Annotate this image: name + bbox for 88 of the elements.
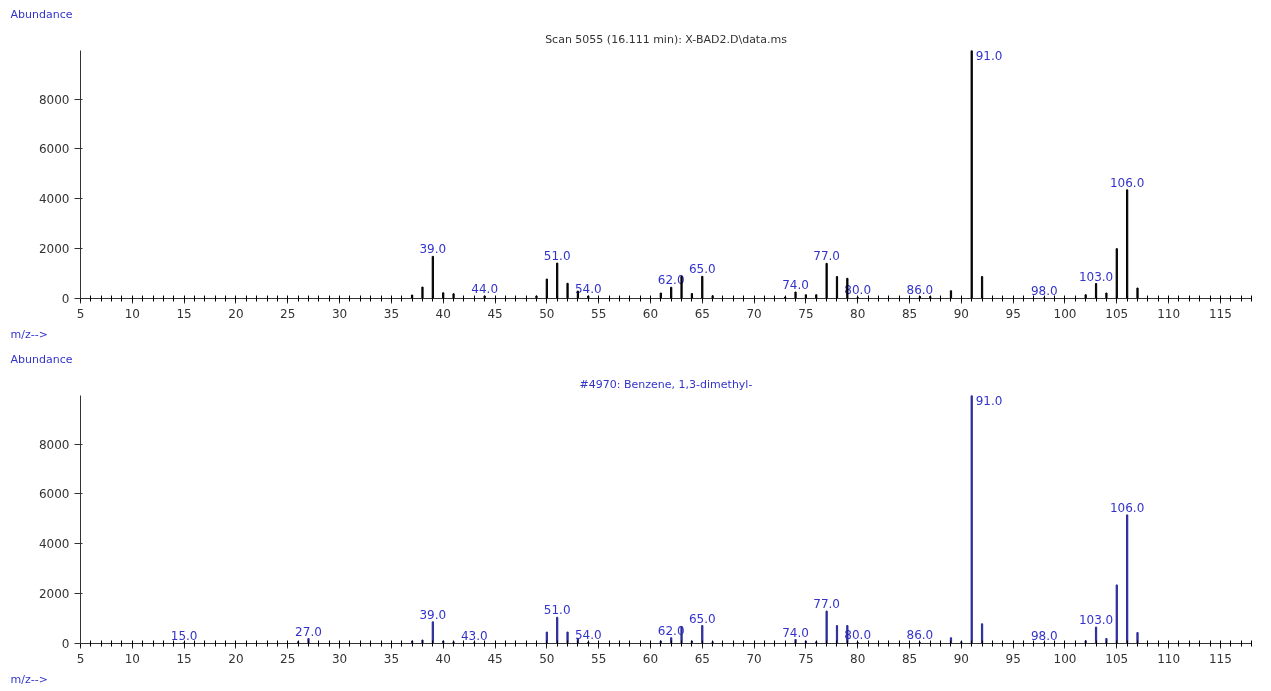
- annotation: 77.0: [813, 597, 840, 612]
- annotation: 91.0: [975, 393, 1003, 408]
- x-tick-label: 65: [694, 651, 710, 666]
- annotation: 44.0: [471, 282, 499, 297]
- annotation: 65.0: [688, 262, 716, 277]
- annotation: 43.0: [460, 628, 488, 643]
- x-tick-label: 35: [383, 651, 400, 666]
- y-tick-label: 8000: [38, 437, 70, 452]
- x-tick-label: 10: [124, 306, 140, 321]
- x-tick-label: 30: [331, 306, 348, 321]
- annotation: 39.0: [419, 607, 447, 622]
- x-tick-label: 45: [487, 306, 503, 321]
- x-tick-label: 20: [228, 651, 244, 666]
- annotation: 51.0: [543, 603, 571, 618]
- x-tick-label: 80: [850, 306, 866, 321]
- annotation: 106.0: [1109, 500, 1145, 515]
- annotation: 54.0: [574, 628, 602, 642]
- x-tick-label: 5: [76, 651, 85, 666]
- annotation: 86.0: [906, 628, 934, 643]
- x-axis-title: m/z-->: [10, 672, 48, 686]
- x-tick-label: 80: [850, 651, 866, 666]
- x-tick-label: 85: [901, 651, 918, 666]
- x-tick-label: 15: [176, 306, 192, 321]
- x-tick-label: 95: [1005, 651, 1021, 666]
- x-tick-label: 60: [642, 651, 659, 666]
- y-tick-label: 2000: [38, 587, 70, 602]
- y-tick-label: 6000: [38, 487, 70, 502]
- x-tick-label: 50: [539, 306, 555, 321]
- x-tick-label: 40: [435, 651, 451, 666]
- x-tick-label: 70: [746, 651, 762, 666]
- annotation: 15.0: [170, 628, 198, 643]
- y-tick-label: 6000: [38, 142, 70, 157]
- annotation: 77.0: [813, 249, 840, 264]
- x-tick-label: 115: [1208, 306, 1232, 321]
- x-tick-label: 10: [124, 651, 140, 666]
- x-axis-title: m/z-->: [10, 327, 48, 341]
- x-tick-label: 110: [1157, 306, 1181, 321]
- x-tick-label: 90: [953, 306, 969, 321]
- x-tick-label: 40: [435, 306, 451, 321]
- y-tick-label: 4000: [38, 192, 70, 207]
- annotation: 27.0: [295, 624, 322, 639]
- x-tick-label: 70: [746, 306, 762, 321]
- x-tick-label: 100: [1053, 651, 1077, 666]
- y-tick-label: 2000: [38, 242, 70, 257]
- x-tick-label: 95: [1005, 306, 1021, 321]
- annotation: 51.0: [543, 249, 571, 264]
- x-tick-label: 85: [901, 306, 918, 321]
- x-tick-label: 25: [280, 306, 296, 321]
- x-tick-label: 115: [1208, 651, 1232, 666]
- x-tick-label: 45: [487, 651, 503, 666]
- x-tick-label: 105: [1105, 306, 1129, 321]
- x-tick-label: 60: [642, 306, 659, 321]
- x-tick-label: 100: [1053, 306, 1077, 321]
- x-tick-label: 55: [591, 651, 607, 666]
- x-tick-label: 75: [798, 651, 814, 666]
- x-tick-label: 55: [591, 306, 607, 321]
- y-tick-label: 0: [61, 292, 70, 306]
- x-tick-label: 15: [176, 651, 192, 666]
- annotation: 74.0: [782, 625, 809, 640]
- annotation: 54.0: [574, 282, 602, 297]
- annotation: 98.0: [1030, 628, 1058, 643]
- x-tick-label: 5: [76, 306, 85, 321]
- annotation: 103.0: [1078, 269, 1114, 284]
- x-tick-label: 35: [383, 306, 400, 321]
- x-tick-label: 25: [280, 651, 296, 666]
- annotation: 86.0: [906, 282, 934, 297]
- x-tick-label: 50: [539, 651, 555, 666]
- x-tick-label: 105: [1105, 651, 1129, 666]
- annotation: 103.0: [1078, 613, 1114, 628]
- annotation: 91.0: [975, 48, 1003, 63]
- y-tick-label: 0: [61, 637, 70, 651]
- x-tick-label: 20: [228, 306, 244, 321]
- chart-title: Scan 5055 (16.111 min): X-BAD2.D\data.ms: [545, 32, 788, 46]
- y-tick-label: 4000: [38, 537, 70, 552]
- y-tick-label: 8000: [38, 92, 70, 107]
- x-tick-label: 110: [1157, 651, 1181, 666]
- x-tick-label: 30: [331, 651, 348, 666]
- x-tick-label: 75: [798, 306, 814, 321]
- annotation: 65.0: [688, 611, 716, 626]
- x-tick-label: 65: [694, 306, 710, 321]
- annotation: 98.0: [1030, 283, 1058, 298]
- y-axis-title: Abundance: [10, 352, 73, 366]
- x-tick-label: 90: [953, 651, 969, 666]
- annotation: 74.0: [782, 278, 809, 293]
- annotation: 39.0: [419, 242, 447, 257]
- chart-title: #4970: Benzene, 1,3-dimethyl-: [579, 377, 753, 391]
- annotation: 106.0: [1109, 175, 1145, 190]
- y-axis-title: Abundance: [10, 7, 73, 21]
